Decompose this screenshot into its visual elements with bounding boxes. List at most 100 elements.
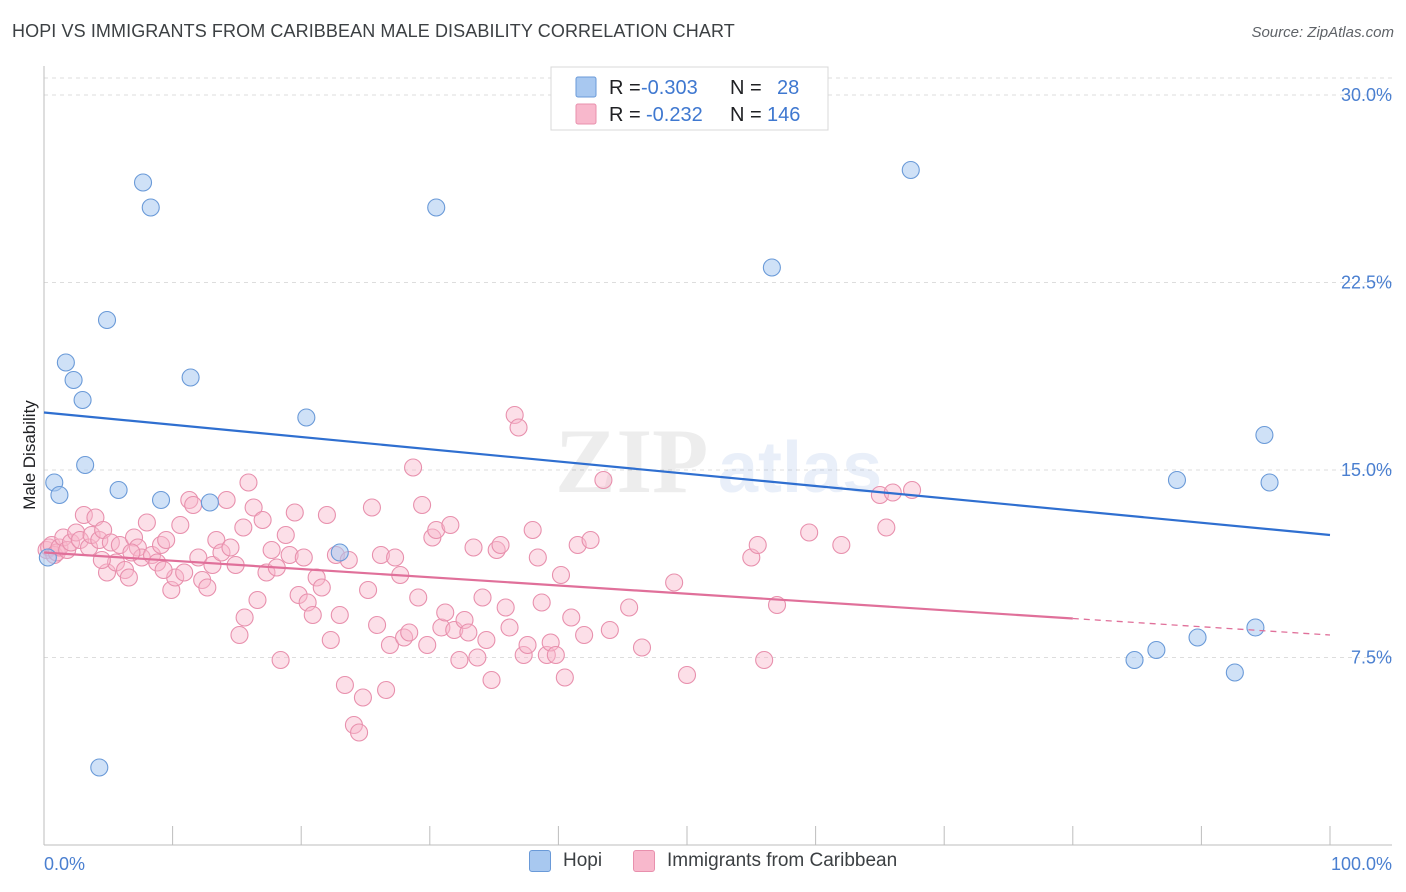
caribbean-point xyxy=(362,498,381,517)
caribbean-point xyxy=(575,625,594,645)
hopi-point xyxy=(200,493,219,512)
x-tick-label-start: 0.0% xyxy=(44,854,85,874)
hopi-point xyxy=(1225,663,1244,682)
caribbean-point xyxy=(353,688,372,707)
caribbean-point xyxy=(436,603,455,622)
legend-r-label-hopi: R = xyxy=(609,77,641,99)
grid-lines xyxy=(44,77,1392,658)
caribbean-point xyxy=(248,590,267,610)
caribbean-point xyxy=(230,625,249,645)
legend-swatch-caribbean xyxy=(575,103,597,125)
hopi-point xyxy=(181,368,200,387)
caribbean-point xyxy=(234,518,253,537)
caribbean-point xyxy=(620,598,639,617)
caribbean-point xyxy=(551,565,571,585)
legend-item-hopi[interactable]: Hopi xyxy=(529,850,602,872)
caribbean-point xyxy=(151,535,171,555)
hopi-points xyxy=(38,160,1279,777)
caribbean-point xyxy=(404,458,423,477)
caribbean-point xyxy=(262,540,281,560)
legend-r-label-caribbean: R = xyxy=(609,104,641,126)
caribbean-point xyxy=(294,548,313,567)
caribbean-point xyxy=(276,525,295,545)
watermark-atlas: atlas xyxy=(718,428,882,508)
legend-item-caribbean[interactable]: Immigrants from Caribbean xyxy=(633,850,897,872)
legend-swatch-hopi xyxy=(575,76,597,98)
caribbean-point xyxy=(371,545,390,565)
legend-n-label-caribbean: N = xyxy=(730,104,762,126)
caribbean-point xyxy=(321,630,340,650)
caribbean-point xyxy=(239,473,258,492)
caribbean-point xyxy=(368,615,387,635)
watermark-zip: ZIP xyxy=(555,410,708,512)
caribbean-point xyxy=(303,605,322,625)
caribbean-point xyxy=(212,543,231,562)
hopi-point xyxy=(1246,618,1265,637)
caribbean-point xyxy=(509,418,528,437)
caribbean-point xyxy=(221,538,240,557)
hopi-point xyxy=(427,198,446,217)
caribbean-point xyxy=(532,593,551,612)
chart-title: HOPI VS IMMIGRANTS FROM CARIBBEAN MALE D… xyxy=(12,21,735,41)
caribbean-point xyxy=(500,618,519,637)
caribbean-point xyxy=(518,635,537,655)
caribbean-point xyxy=(184,495,203,515)
caribbean-point xyxy=(395,628,414,647)
hopi-point xyxy=(56,353,75,372)
hopi-trend-line xyxy=(43,411,1331,537)
caribbean-point xyxy=(528,548,547,567)
caribbean-point xyxy=(748,535,767,555)
legend-r-value-caribbean: -0.232 xyxy=(646,104,703,126)
hopi-point xyxy=(297,408,316,427)
y-axis-title: Male Disability xyxy=(20,400,39,510)
hopi-point xyxy=(73,390,92,410)
hopi-point xyxy=(762,258,781,277)
hopi-point xyxy=(1167,470,1187,490)
hopi-swatch xyxy=(529,850,551,872)
caribbean-point xyxy=(665,573,684,592)
caribbean-point xyxy=(555,668,574,687)
caribbean-point xyxy=(418,635,437,655)
caribbean-point xyxy=(468,648,487,667)
caribbean-point xyxy=(157,530,176,550)
caribbean-point xyxy=(523,520,542,540)
caribbean-point xyxy=(335,675,354,695)
caribbean-point xyxy=(427,520,446,540)
caribbean-point xyxy=(70,530,90,550)
hopi-point xyxy=(76,455,95,475)
caribbean-point xyxy=(377,680,396,700)
x-tick-labels: 0.0% 100.0% xyxy=(44,854,1392,874)
caribbean-point xyxy=(800,523,819,542)
hopi-point xyxy=(330,543,349,562)
caribbean-point xyxy=(124,528,144,547)
watermark: ZIP atlas xyxy=(555,410,882,512)
hopi-point xyxy=(90,758,109,777)
hopi-point xyxy=(133,173,153,192)
caribbean-point xyxy=(832,535,851,555)
caribbean-point xyxy=(594,470,613,490)
caribbean-point xyxy=(496,598,515,617)
caribbean-point xyxy=(562,608,581,627)
hopi-point xyxy=(64,370,83,390)
caribbean-point xyxy=(380,635,399,655)
caribbean-point xyxy=(350,723,369,742)
caribbean-legend-label: Immigrants from Caribbean xyxy=(667,850,898,871)
y-tick-label: 15.0% xyxy=(1341,460,1392,480)
trend-lines xyxy=(43,411,1331,636)
caribbean-point xyxy=(459,623,478,642)
caribbean-point xyxy=(477,630,496,650)
caribbean-point xyxy=(137,513,156,532)
caribbean-point xyxy=(482,670,501,690)
caribbean-point xyxy=(198,578,217,597)
y-tick-label: 7.5% xyxy=(1351,648,1392,668)
caribbean-point xyxy=(235,608,254,627)
caribbean-point xyxy=(632,638,652,657)
hopi-point xyxy=(50,485,69,505)
legend-n-value-hopi: 28 xyxy=(777,77,799,99)
caribbean-point xyxy=(74,505,93,525)
caribbean-point xyxy=(400,623,419,642)
hopi-point xyxy=(1147,640,1166,660)
caribbean-point xyxy=(317,505,336,525)
hopi-point xyxy=(109,480,128,500)
caribbean-point xyxy=(280,545,299,565)
